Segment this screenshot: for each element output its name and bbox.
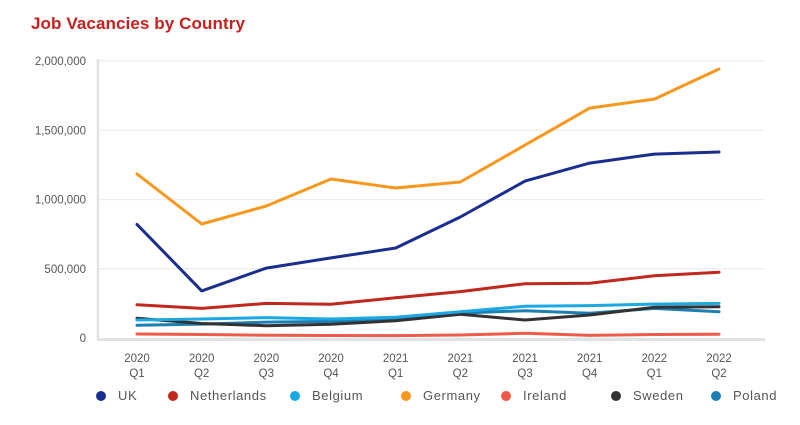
series-line-uk [135, 150, 721, 293]
x-tick-label-quarter: Q3 [517, 368, 532, 380]
legend-label: Belgium [312, 388, 364, 403]
x-tick-label-quarter: Q2 [194, 368, 209, 380]
legend-item-uk[interactable]: UK [96, 388, 137, 403]
series-line-belgium [135, 301, 721, 322]
legend-dot-icon [168, 390, 178, 401]
legend-label: UK [118, 388, 138, 403]
series-line-germany [135, 67, 721, 226]
y-tick-label: 0 [80, 333, 86, 345]
legend-dot-icon [401, 390, 411, 401]
legend-item-poland[interactable]: Poland [711, 388, 777, 403]
x-tick-label-quarter: Q1 [388, 368, 403, 380]
legend-dot-icon [611, 390, 621, 401]
series-line-sweden [135, 305, 721, 328]
x-tick-label-year: 2020 [318, 353, 344, 365]
x-tick-label-quarter: Q2 [711, 368, 726, 380]
x-tick-label-quarter: Q4 [582, 368, 598, 380]
x-tick-label-quarter: Q3 [259, 368, 274, 380]
legend-label: Poland [733, 388, 778, 403]
y-tick-label: 1,000,000 [35, 195, 86, 207]
x-tick-label-year: 2021 [383, 353, 409, 365]
x-tick-label-quarter: Q2 [453, 368, 468, 380]
legend-item-netherlands[interactable]: Netherlands [168, 388, 267, 403]
legend-dot-icon [501, 390, 511, 401]
x-tick-label-year: 2021 [577, 353, 603, 365]
chart-legend: UK Netherlands Belgium Germany Ireland Sweden… [0, 388, 800, 408]
x-tick-label-year: 2020 [124, 353, 150, 365]
legend-dot-icon [711, 390, 721, 401]
y-tick-label: 2,000,000 [35, 56, 86, 68]
series-line-ireland [135, 331, 721, 338]
legend-label: Ireland [523, 388, 567, 403]
series-line-netherlands [135, 270, 721, 310]
x-tick-label-year: 2020 [189, 353, 215, 365]
x-tick-label-year: 2020 [254, 353, 280, 365]
x-tick-label-quarter: Q1 [647, 368, 662, 380]
legend-item-ireland[interactable]: Ireland [501, 388, 567, 403]
x-tick-label-year: 2021 [448, 353, 474, 365]
legend-dot-icon [290, 390, 300, 401]
x-tick-label-year: 2022 [642, 353, 668, 365]
x-tick-label-year: 2021 [512, 353, 538, 365]
legend-item-germany[interactable]: Germany [401, 388, 481, 403]
legend-item-belgium[interactable]: Belgium [290, 388, 363, 403]
x-tick-label-year: 2022 [706, 353, 732, 365]
legend-label: Germany [423, 388, 481, 403]
legend-dot-icon [96, 390, 106, 401]
y-tick-label: 500,000 [44, 264, 86, 276]
legend-item-sweden[interactable]: Sweden [611, 388, 684, 403]
y-tick-label: 1,500,000 [35, 125, 86, 137]
x-tick-label-quarter: Q1 [129, 368, 144, 380]
x-tick-label-quarter: Q4 [323, 368, 339, 380]
legend-label: Netherlands [190, 388, 267, 403]
chart-title: Job Vacancies by Country [31, 14, 246, 33]
legend-label: Sweden [633, 388, 684, 403]
